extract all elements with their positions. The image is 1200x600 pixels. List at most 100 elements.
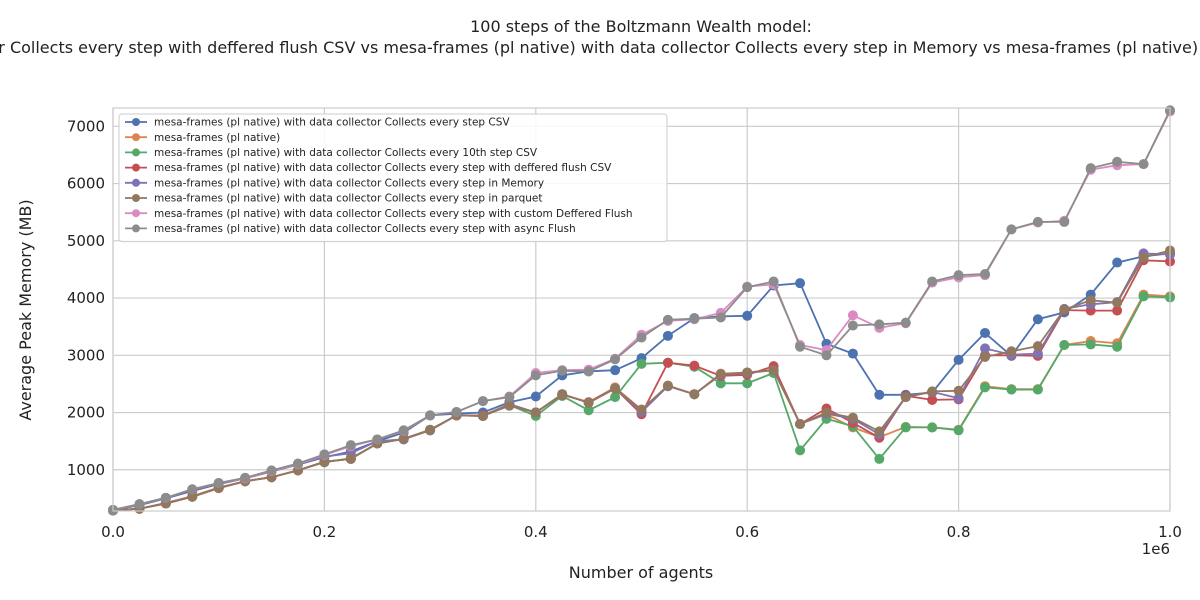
x-axis-label: Number of agents <box>569 563 713 582</box>
data-point <box>610 383 621 394</box>
data-point <box>874 426 885 437</box>
data-point <box>583 397 594 408</box>
data-point <box>742 378 753 389</box>
data-point <box>451 406 462 417</box>
data-point <box>662 330 673 341</box>
data-point <box>187 491 198 502</box>
data-point <box>240 472 251 483</box>
data-point <box>187 484 198 495</box>
y-axis-label: Average Peak Memory (MB) <box>16 199 35 420</box>
legend-label: mesa-frames (pl native) with data collec… <box>154 177 544 189</box>
data-point <box>927 422 938 433</box>
data-point <box>821 407 832 418</box>
data-point <box>847 412 858 423</box>
data-point <box>662 314 673 325</box>
data-point <box>1032 384 1043 395</box>
legend-label: mesa-frames (pl native) with data collec… <box>154 162 612 174</box>
x-tick-label: 0.6 <box>735 523 759 541</box>
data-point <box>636 404 647 415</box>
legend-box <box>118 113 668 243</box>
legend-label: mesa-frames (pl native) with data collec… <box>154 147 538 159</box>
data-point <box>900 422 911 433</box>
data-point <box>1138 252 1149 263</box>
data-point <box>1112 257 1123 268</box>
data-point <box>768 276 779 287</box>
x-tick-label: 0.4 <box>524 523 548 541</box>
data-point <box>900 317 911 328</box>
data-point <box>1059 304 1070 315</box>
data-point <box>319 449 330 460</box>
data-point <box>689 389 700 400</box>
data-point <box>292 458 303 469</box>
data-point <box>1059 339 1070 350</box>
data-point <box>768 365 779 376</box>
legend-swatch-marker <box>132 224 140 233</box>
data-point <box>874 389 885 400</box>
data-point <box>266 465 277 476</box>
data-point <box>1112 297 1123 308</box>
legend-swatch-marker <box>132 209 140 218</box>
legend-swatch-marker <box>132 178 140 187</box>
data-point <box>134 499 145 510</box>
data-point <box>742 282 753 293</box>
data-point <box>980 269 991 280</box>
data-point <box>1112 341 1123 352</box>
data-point <box>1032 341 1043 352</box>
data-point <box>953 425 964 436</box>
data-point <box>927 394 938 405</box>
legend-label: mesa-frames (pl native) with data collec… <box>154 208 633 220</box>
data-point <box>1032 314 1043 325</box>
data-point <box>927 386 938 397</box>
legend-swatch-marker <box>132 194 140 202</box>
data-point <box>1085 339 1096 350</box>
legend: mesa-frames (pl native) with data collec… <box>118 113 668 243</box>
data-point <box>847 320 858 331</box>
data-point <box>372 434 383 445</box>
data-point <box>980 343 991 354</box>
y-tick-label: 1000 <box>67 461 105 479</box>
data-point <box>847 310 858 321</box>
data-point <box>795 278 806 289</box>
data-point <box>398 433 409 444</box>
data-point <box>1032 348 1043 359</box>
data-point <box>557 389 568 400</box>
data-point <box>610 392 621 403</box>
data-point <box>636 332 647 343</box>
data-point <box>874 453 885 464</box>
y-tick-label: 4000 <box>67 289 105 307</box>
x-tick-label: 1.0 <box>1158 523 1182 541</box>
data-point <box>504 392 515 403</box>
data-point <box>980 382 991 393</box>
data-point <box>662 380 673 391</box>
legend-swatch-marker <box>132 118 140 126</box>
data-point <box>742 310 753 321</box>
data-point <box>1085 295 1096 306</box>
data-point <box>530 370 541 381</box>
data-point <box>689 360 700 371</box>
data-point <box>319 456 330 467</box>
y-tick-label: 2000 <box>67 404 105 422</box>
data-point <box>530 407 541 418</box>
data-point <box>477 396 488 407</box>
data-point <box>530 391 541 402</box>
chart-title-line-2: mesa-frames (pl native) with data collec… <box>0 38 1200 57</box>
data-point <box>821 350 832 361</box>
series-layer <box>108 105 1175 516</box>
data-point <box>795 445 806 456</box>
series-group <box>108 105 1175 515</box>
y-tick-label: 7000 <box>67 117 105 135</box>
legend-swatch-marker <box>132 148 140 157</box>
data-point <box>477 410 488 421</box>
data-point <box>953 270 964 281</box>
x-axis-ticks: 0.0 0.2 0.4 0.6 0.8 1.0 <box>101 523 1182 541</box>
chart-title-line-1: 100 steps of the Boltzmann Wealth model: <box>470 17 812 36</box>
legend-label: mesa-frames (pl native) with data collec… <box>154 223 576 235</box>
data-point <box>900 392 911 403</box>
legend-label: mesa-frames (pl native) with data collec… <box>154 193 542 205</box>
data-point <box>610 354 621 365</box>
data-point <box>1138 291 1149 302</box>
y-tick-label: 6000 <box>67 175 105 193</box>
data-point <box>715 378 726 389</box>
x-tick-label: 0.8 <box>947 523 971 541</box>
